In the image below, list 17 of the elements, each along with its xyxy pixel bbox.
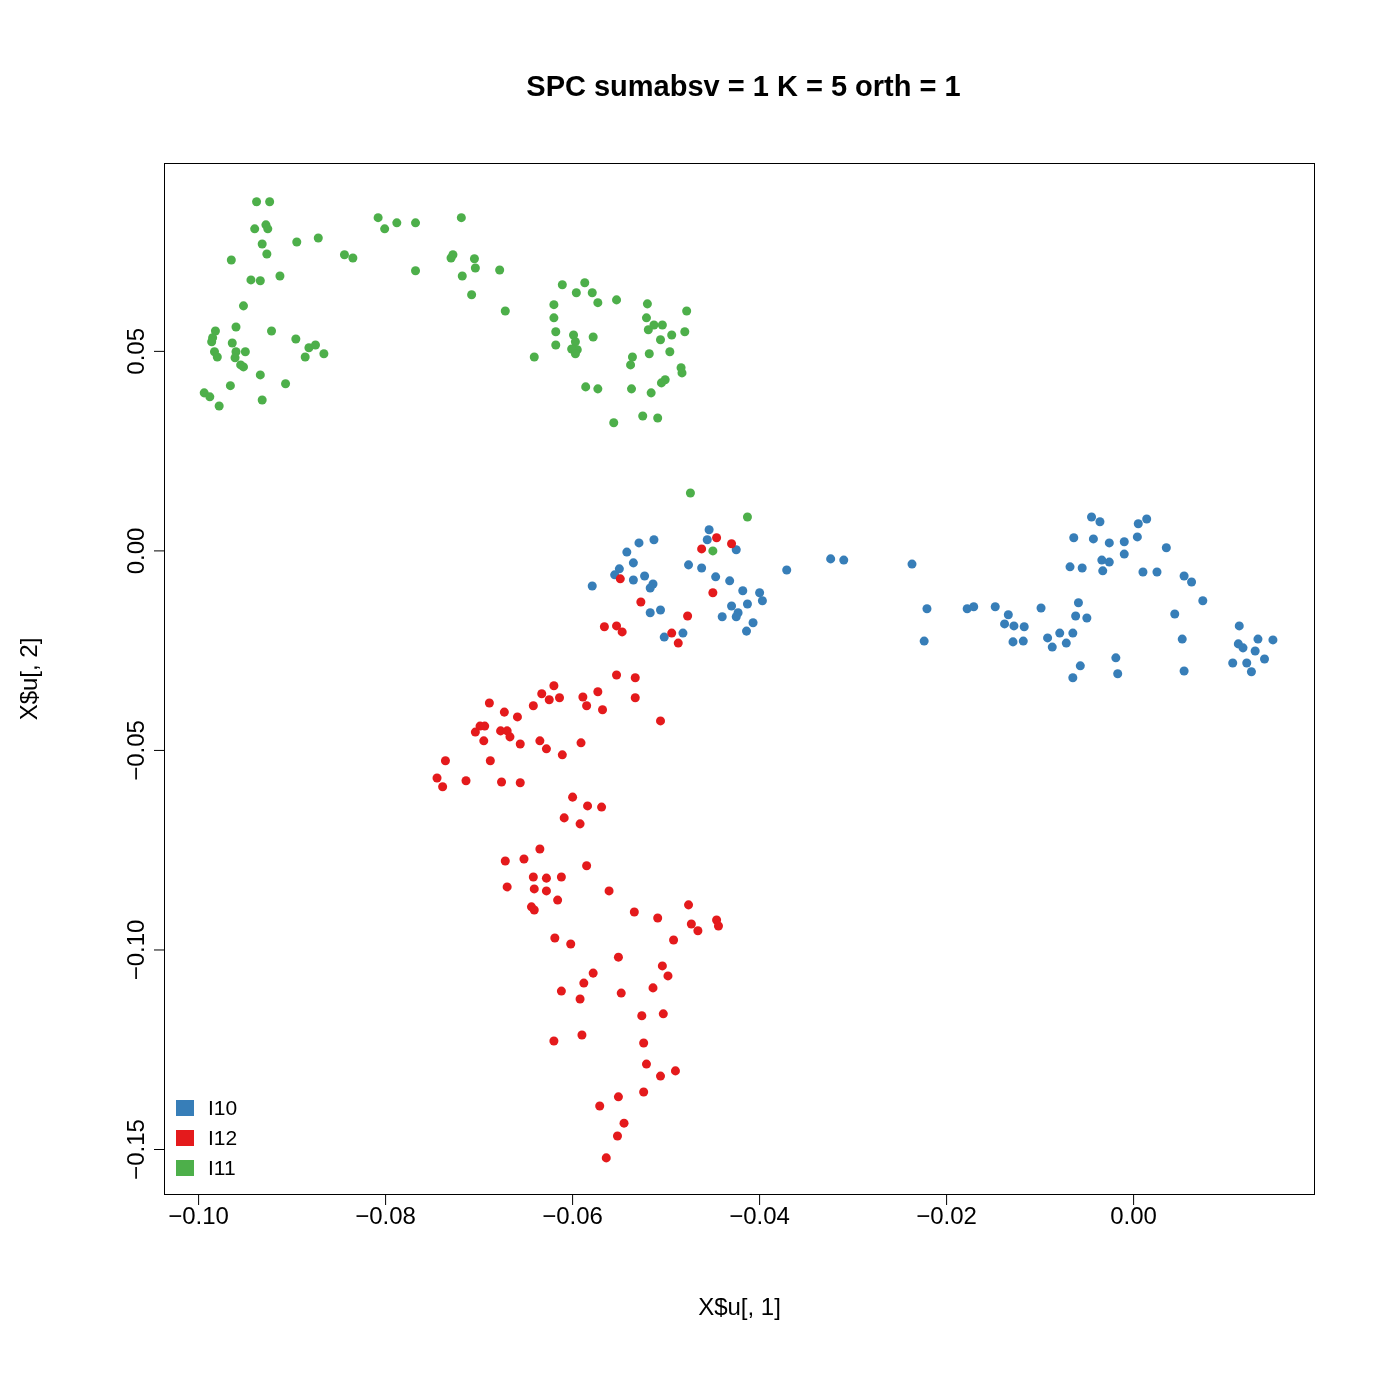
y-tick-label: 0.00 — [122, 527, 149, 575]
x-tick-label: 0.00 — [1110, 1202, 1157, 1230]
x-tick-label: −0.06 — [542, 1202, 603, 1230]
chart-title: SPC sumabsv = 1 K = 5 orth = 1 — [525, 70, 962, 103]
x-tick-label: −0.04 — [729, 1202, 790, 1230]
y-axis-title: X$u[, 2] — [14, 637, 42, 721]
y-tick-label: 0.05 — [122, 328, 149, 375]
x-tick-label: −0.10 — [168, 1202, 229, 1230]
y-tick-label: −0.05 — [122, 720, 149, 781]
legend-label: I12 — [208, 1125, 238, 1151]
y-tick-label: −0.15 — [122, 1119, 149, 1180]
x-tick-label: −0.08 — [355, 1202, 416, 1230]
legend-label: I10 — [208, 1095, 238, 1121]
x-axis-title: X$u[, 1] — [698, 1293, 781, 1320]
legend-label: I11 — [208, 1155, 236, 1181]
y-tick-label: −0.10 — [122, 919, 149, 981]
x-tick-label: −0.02 — [916, 1202, 977, 1230]
